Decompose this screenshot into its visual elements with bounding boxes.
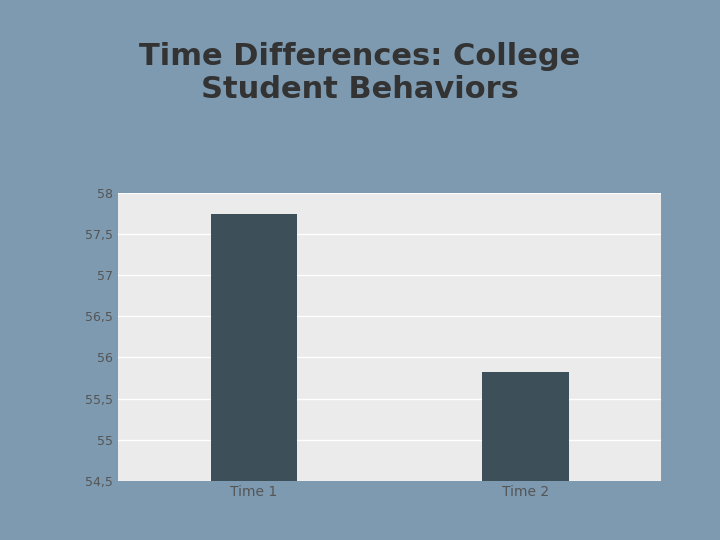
Bar [482, 372, 569, 540]
Bar [210, 214, 297, 540]
Text: Time Differences: College
Student Behaviors: Time Differences: College Student Behavi… [140, 42, 580, 104]
